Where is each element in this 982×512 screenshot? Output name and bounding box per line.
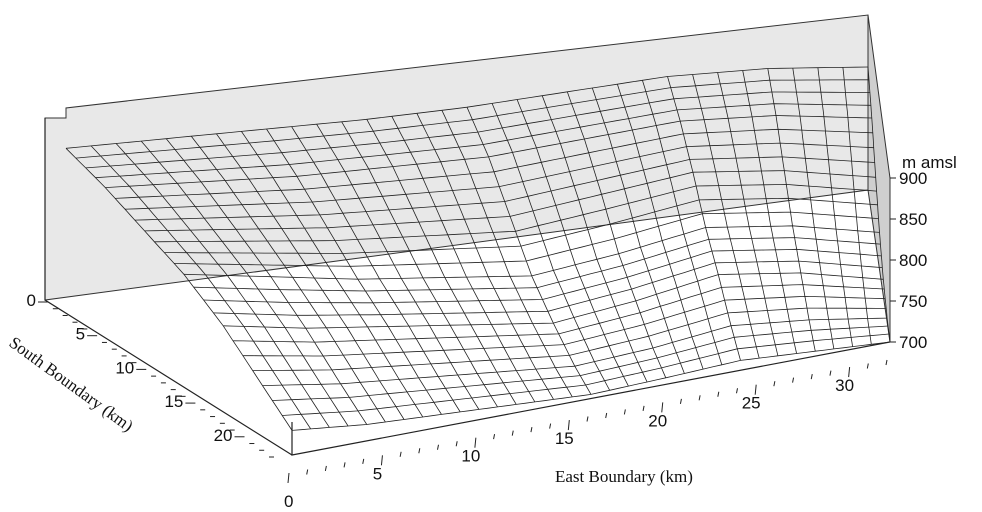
x-tick-label: 5 [373,464,382,483]
mesh-line-east [491,103,611,391]
x-tick-mark [661,402,664,413]
x-origin-label: 0 [284,492,293,511]
mesh-line-east [541,95,648,383]
x-tick-label: 20 [648,411,667,430]
back-walls [44,14,891,343]
x-tick-mark [511,430,514,436]
z-tick-label: 750 [899,292,927,311]
x-tick-mark [418,448,421,454]
x-tick-mark [567,419,570,431]
mesh-line-east [642,80,723,365]
mesh-line-east [516,99,629,387]
x-tick-mark [810,374,813,380]
mesh-line-east [216,133,405,420]
mesh-line-east [241,131,424,418]
mesh-line-east [867,66,891,343]
x-tick-label: 10 [461,447,480,466]
x-tick-mark [754,384,757,395]
mesh-line-east [416,113,554,400]
mesh-line-east [767,68,816,352]
x-tick-mark [530,426,533,433]
mesh-line-east [266,128,442,415]
x-tick-mark [493,434,496,440]
x-tick-mark [829,370,832,376]
y-tick-label: 15 [164,392,183,411]
mesh-line-east [90,145,312,430]
x-axis: 0 East Boundary (km) 5 10 15 20 25 30 [284,359,888,511]
x-tick-mark [380,455,383,466]
y-tick-label: 10 [115,358,134,377]
y-axis-label: South Boundary (km) [6,333,137,436]
x-tick-mark [848,367,851,378]
z-tick-label: 850 [899,210,927,229]
x-tick-mark [717,391,720,397]
x-tick-mark [642,405,645,412]
mesh-line-east [341,121,498,408]
x-tick-label: 30 [835,376,854,395]
z-axis-label: m amsl [902,153,957,172]
x-tick-mark [736,388,738,394]
mesh-line-east [441,110,573,398]
x-tick-mark [343,462,346,468]
mesh-line-east [692,74,760,359]
y-tick-label: 5 [76,325,85,344]
mesh-line-east [140,140,349,427]
mesh-line-east [165,138,368,425]
x-tick-label: 25 [742,394,761,413]
base-box [44,118,891,456]
x-tick-mark [885,359,888,366]
mesh-line-east [65,148,293,431]
mesh-line-east [617,84,704,370]
left-edge [44,118,293,456]
mesh-line-east [366,119,517,405]
mesh-line-east [391,116,536,403]
z-tick-label: 900 [899,169,927,188]
mesh-line-east [566,91,667,378]
y-axis: South Boundary (km) 0 5 10 15 20 [6,291,274,458]
surface-mesh [65,66,891,431]
mesh-line-east [742,70,797,354]
mesh-line-east [667,76,741,361]
x-tick-mark [324,465,327,472]
x-axis-label: East Boundary (km) [555,467,693,486]
z-tick-label: 800 [899,251,927,270]
mesh-line-south [213,260,883,316]
front-edge [291,341,891,456]
y-tick-label: 0 [27,291,36,310]
mesh-line-east [316,123,480,410]
mesh-line-east [115,143,330,428]
x-tick-mark [399,451,402,457]
y-tick-label: 20 [214,426,233,445]
x-tick-mark [773,381,776,387]
mesh-line-east [466,107,592,395]
x-tick-mark [362,458,365,464]
mesh-line-south [223,272,884,329]
mesh-line-east [291,126,461,413]
x-tick-mark [437,444,439,450]
x-tick-mark [287,472,290,484]
mesh-line-east [792,68,835,349]
right-wall [867,14,891,343]
z-tick-label: 700 [899,333,927,352]
x-tick-label: 15 [555,429,574,448]
x-tick-mark [306,469,309,475]
mesh-line-south [242,295,886,357]
x-tick-mark [866,363,869,369]
mesh-line-east [717,72,779,356]
x-tick-mark [605,412,608,419]
x-tick-mark [792,377,795,383]
x-tick-mark [623,409,626,415]
x-tick-mark [586,416,589,422]
x-tick-mark [549,423,552,429]
mesh-line-east [591,87,685,374]
mesh-line-east [817,67,853,347]
x-tick-mark [679,398,682,404]
x-tick-mark [455,441,458,447]
mesh-line-east [842,67,872,345]
mesh-line-east [190,135,386,423]
x-tick-mark [474,437,477,448]
x-tick-mark [698,395,701,401]
z-axis: m amsl 700 750 800 850 900 [890,153,957,352]
